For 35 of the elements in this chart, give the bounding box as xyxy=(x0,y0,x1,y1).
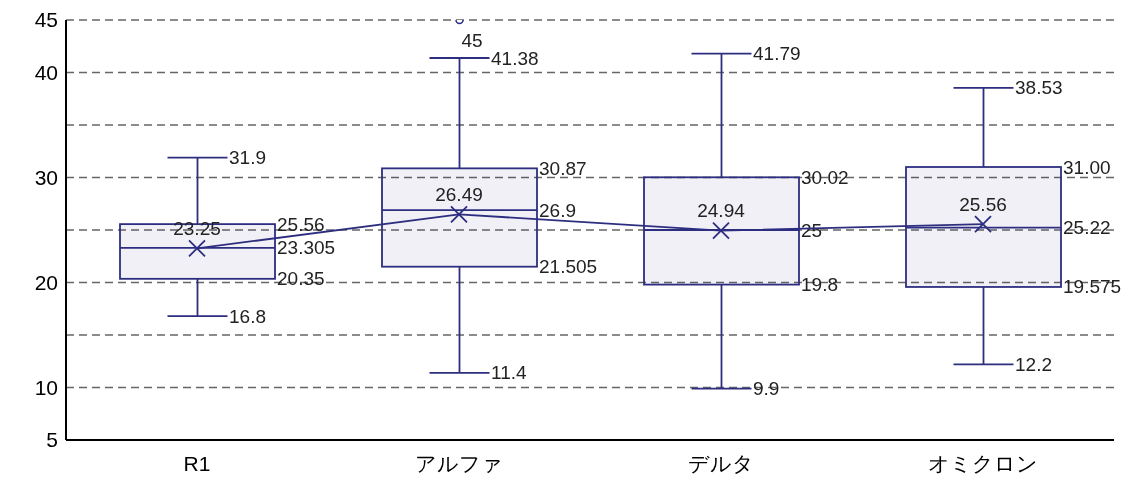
annotation: 45 xyxy=(461,29,483,51)
y-tick-label: 20 xyxy=(34,270,58,294)
x-tick-label: アルファ xyxy=(415,451,503,475)
annotation: 31.00 xyxy=(1063,156,1111,178)
y-tick-label: 10 xyxy=(34,375,58,399)
point xyxy=(712,221,730,240)
point xyxy=(450,205,468,224)
annotation: 31.9 xyxy=(229,147,266,169)
x-tick-label: デルタ xyxy=(688,451,754,475)
annotation: 19.8 xyxy=(801,274,838,296)
point xyxy=(974,215,992,234)
annotation: 21.505 xyxy=(539,256,598,278)
annotation: 25.56 xyxy=(959,193,1007,215)
annotation: 25.22 xyxy=(1063,217,1111,239)
annotation: 11.4 xyxy=(491,362,527,384)
y-tick-label: 5 xyxy=(46,428,58,452)
y-tick-label: 45 xyxy=(34,8,58,32)
annotation: 25.56 xyxy=(277,213,325,235)
annotation: 41.79 xyxy=(753,43,801,65)
annotation: 26.49 xyxy=(435,183,483,205)
point xyxy=(188,239,206,258)
annotation: 38.53 xyxy=(1015,77,1063,99)
annotation: 30.87 xyxy=(539,157,587,179)
annotation: 12.2 xyxy=(1015,353,1052,375)
y-tick-label: 30 xyxy=(34,165,58,189)
annotation: 41.38 xyxy=(491,47,539,69)
annotation: 30.02 xyxy=(801,166,849,188)
annotation: 16.8 xyxy=(229,305,266,327)
annotation: 26.9 xyxy=(539,199,576,221)
annotation: 24.94 xyxy=(697,200,746,222)
x-tick-label: オミクロン xyxy=(928,451,1038,475)
annotation: 23.305 xyxy=(277,237,336,259)
y-tick-label: 40 xyxy=(34,60,58,84)
annotation: 19.575 xyxy=(1063,276,1122,298)
x-tick-label: R1 xyxy=(183,451,211,475)
